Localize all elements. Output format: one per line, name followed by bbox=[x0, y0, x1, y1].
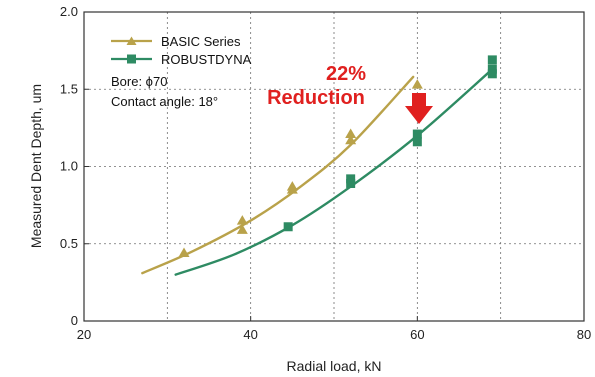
contact-angle-note: Contact angle: 18° bbox=[111, 94, 218, 109]
reduction-arrow-icon bbox=[405, 93, 433, 124]
legend-marker-robustdyna bbox=[127, 54, 136, 64]
x-tick-label: 20 bbox=[77, 327, 91, 342]
legend-label-robustdyna: ROBUSTDYNA bbox=[161, 52, 252, 67]
y-tick-label: 2.0 bbox=[60, 4, 78, 19]
x-axis-label: Radial load, kN bbox=[287, 358, 382, 374]
data-point-basic bbox=[286, 184, 298, 194]
data-point-basic bbox=[345, 134, 357, 145]
legend-label-basic: BASIC Series bbox=[161, 34, 241, 49]
x-tick-label: 80 bbox=[577, 327, 591, 342]
data-point-robustdyna bbox=[412, 137, 422, 147]
y-tick-label: 1.5 bbox=[60, 81, 78, 96]
axis-ticks: 20 40 60 80 0 0.5 1.0 1.5 2.0 bbox=[60, 4, 591, 342]
data-point-robustdyna bbox=[487, 55, 497, 65]
fit-curve-basic bbox=[141, 75, 415, 275]
fit-curve-robustdyna bbox=[174, 67, 494, 276]
legend-marker-basic bbox=[126, 36, 137, 45]
reduction-word: Reduction bbox=[267, 87, 365, 109]
x-tick-label: 60 bbox=[410, 327, 424, 342]
data-point-robustdyna bbox=[412, 129, 422, 139]
data-point-robustdyna bbox=[487, 69, 497, 79]
legend: BASIC Series ROBUSTDYNA bbox=[111, 34, 252, 67]
y-tick-label: 0.5 bbox=[60, 236, 78, 251]
fit-curves bbox=[141, 67, 494, 276]
y-tick-label: 1.0 bbox=[60, 159, 78, 174]
data-point-basic bbox=[411, 79, 423, 89]
data-point-basic bbox=[345, 128, 357, 139]
bore-note: Bore: ϕ70 bbox=[111, 74, 167, 89]
data-point-robustdyna bbox=[346, 174, 356, 184]
x-tick-label: 40 bbox=[243, 327, 257, 342]
data-point-basic bbox=[236, 215, 248, 225]
y-axis-label: Measured Dent Depth, um bbox=[28, 84, 44, 248]
data-points bbox=[178, 55, 497, 258]
data-point-robustdyna bbox=[487, 64, 497, 74]
y-tick-label: 0 bbox=[71, 313, 78, 328]
reduction-percent: 22% bbox=[326, 63, 366, 85]
grid-lines bbox=[84, 12, 584, 321]
data-point-robustdyna bbox=[283, 222, 293, 232]
data-point-basic bbox=[236, 224, 248, 234]
data-point-basic bbox=[178, 247, 190, 258]
data-point-robustdyna bbox=[346, 178, 356, 188]
